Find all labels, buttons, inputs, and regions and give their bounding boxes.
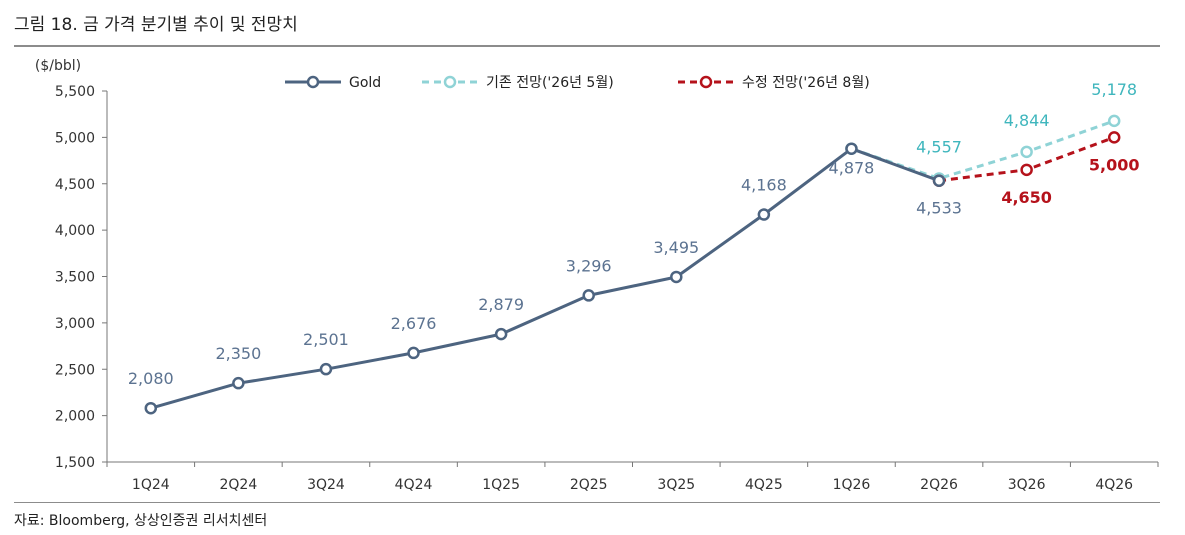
series-0-point — [670, 270, 683, 284]
legend-marker-1 — [443, 75, 457, 89]
source-rule — [14, 502, 1160, 503]
y-tick-label: 4,500 — [55, 177, 95, 193]
chart-series — [144, 114, 1121, 415]
series-0-point — [319, 362, 333, 376]
y-axis-unit: ($/bbl) — [35, 58, 81, 74]
series-0-point — [582, 289, 595, 302]
x-tick-label: 1Q25 — [482, 477, 520, 493]
legend-marker-0 — [306, 75, 320, 89]
series-1-point — [1020, 145, 1033, 159]
y-tick-label: 2,500 — [55, 362, 95, 378]
legend-label-0: Gold — [349, 75, 381, 91]
title-rule — [14, 45, 1160, 47]
legend-label-2: 수정 전망('26년 8월) — [742, 75, 870, 91]
series-0-point — [232, 376, 245, 390]
data-label: 4,168 — [741, 176, 787, 195]
x-tick-label: 3Q24 — [307, 477, 345, 493]
chart-data-labels: 2,080 2,350 2,501 2,676 2,879 3,296 3,495 4,168… — [128, 80, 1140, 388]
series-0-point — [845, 142, 858, 155]
data-label: 5,178 — [1091, 80, 1137, 99]
series-1-point — [1107, 114, 1121, 128]
x-tick-label: 3Q25 — [657, 477, 695, 493]
series-0-point — [494, 327, 508, 341]
data-label: 2,676 — [391, 314, 437, 333]
data-label: 3,296 — [566, 256, 612, 275]
y-tick-label: 5,000 — [55, 130, 95, 146]
series-0-point — [757, 208, 771, 221]
y-tick-label: 3,000 — [55, 316, 95, 332]
series-line-0 — [150, 147, 940, 410]
x-tick-label: 2Q24 — [220, 477, 258, 493]
data-label: 2,350 — [215, 344, 261, 363]
x-tick-label: 4Q26 — [1095, 477, 1133, 493]
y-tick-label: 2,000 — [55, 409, 95, 425]
series-2-point — [1020, 163, 1033, 177]
chart-legend: Gold 기존 전망('26년 5월) 수정 전망('26년 8월) — [285, 75, 870, 91]
series-0-point — [144, 401, 158, 415]
x-tick-label: 3Q26 — [1008, 477, 1046, 493]
figure-title: 그림 18. 금 가격 분기별 추이 및 전망치 — [14, 15, 298, 35]
x-tick-label: 1Q26 — [833, 477, 871, 493]
data-label: 4,533 — [916, 199, 962, 218]
data-label: 5,000 — [1089, 155, 1140, 174]
x-tick-label: 4Q25 — [745, 477, 783, 493]
series-2-point — [1107, 131, 1121, 144]
y-tick-label: 1,500 — [55, 455, 95, 471]
y-tick-label: 5,500 — [55, 84, 95, 100]
data-label: 4,557 — [916, 137, 962, 156]
y-tick-label: 3,500 — [55, 270, 95, 286]
data-label: 2,501 — [303, 330, 349, 349]
data-label: 2,879 — [478, 295, 524, 314]
chart-axes: 1,500 2,000 2,500 3,000 3,500 4,000 4,500 5,000… — [35, 58, 1159, 493]
x-tick-label: 4Q24 — [395, 477, 433, 493]
series-0-point — [932, 174, 946, 187]
legend-label-1: 기존 전망('26년 5월) — [486, 75, 614, 91]
x-tick-label: 2Q26 — [920, 477, 958, 493]
data-label: 3,495 — [653, 238, 699, 257]
x-tick-label: 1Q24 — [132, 477, 170, 493]
series-0-point — [407, 346, 420, 360]
source-note: 자료: Bloomberg, 상상인증권 리서치센터 — [14, 513, 268, 529]
y-tick-label: 4,000 — [55, 223, 95, 239]
data-label: 4,844 — [1004, 111, 1050, 130]
data-label: 2,080 — [128, 369, 174, 388]
data-label: 4,878 — [829, 159, 875, 178]
data-label: 4,650 — [1001, 188, 1052, 207]
legend-marker-2 — [699, 75, 713, 89]
series-line-1 — [851, 119, 1115, 180]
x-tick-label: 2Q25 — [570, 477, 608, 493]
